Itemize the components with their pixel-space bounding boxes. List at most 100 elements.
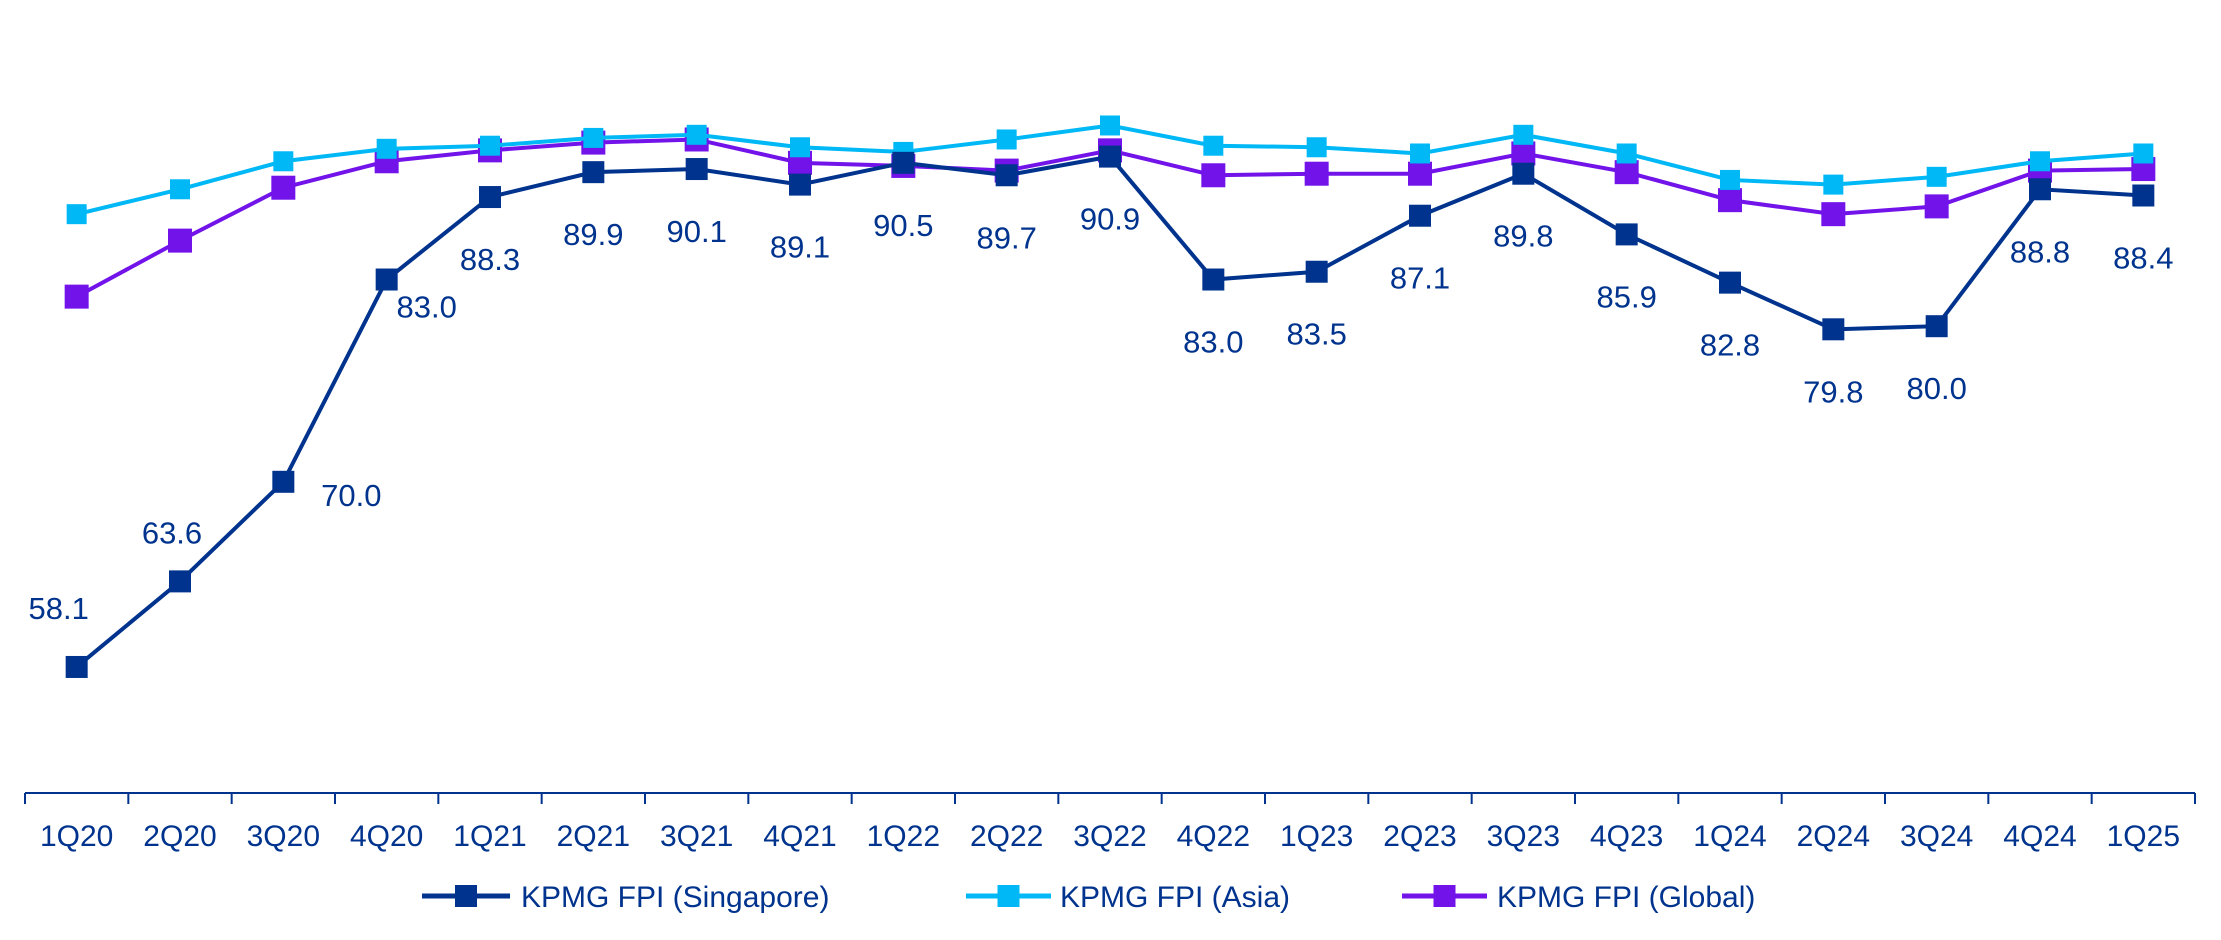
data-point-marker — [1926, 166, 1947, 187]
x-tick-label: 4Q20 — [350, 820, 423, 853]
data-point-marker — [1720, 169, 1740, 190]
x-tick-label: 2Q20 — [143, 820, 216, 853]
x-tick-label: 3Q20 — [247, 820, 320, 853]
data-point-marker — [271, 175, 296, 200]
legend-item: KPMG FPI (Asia) — [966, 881, 1290, 914]
x-tick-label: 1Q22 — [867, 820, 940, 853]
x-tick-label: 1Q21 — [453, 820, 526, 853]
data-point-marker — [1202, 268, 1225, 291]
data-point-marker — [1513, 124, 1534, 145]
legend-item: KPMG FPI (Global) — [1402, 881, 1755, 914]
x-tick-label: 3Q24 — [1900, 820, 1973, 853]
data-label: 89.1 — [770, 230, 830, 265]
x-tick-label: 2Q22 — [970, 820, 1043, 853]
x-tick-label: 1Q23 — [1280, 820, 1353, 853]
data-label: 58.1 — [28, 591, 88, 626]
data-label: 89.7 — [976, 220, 1036, 255]
series-lines — [64, 115, 2156, 678]
data-label: 88.3 — [460, 242, 520, 277]
legend-marker-icon — [997, 885, 1020, 907]
legend-marker-icon — [1433, 885, 1456, 907]
legend: KPMG FPI (Singapore) KPMG FPI (Asia) KPMG … — [422, 881, 1755, 914]
x-tick-label: 1Q24 — [1693, 820, 1766, 853]
data-point-marker — [892, 151, 915, 174]
legend-item: KPMG FPI (Singapore) — [422, 881, 829, 914]
data-label: 88.4 — [2113, 240, 2173, 275]
data-point-marker — [996, 129, 1017, 150]
data-point-marker — [582, 161, 605, 184]
data-point-marker — [1304, 161, 1329, 186]
data-labels: 58.163.670.083.088.389.9 90.1 89.190.5 89.7… — [28, 202, 2173, 626]
data-point-marker — [2030, 151, 2050, 172]
data-point-marker — [1100, 115, 1120, 136]
data-point-marker — [686, 124, 707, 145]
data-point-marker — [2133, 143, 2154, 164]
data-point-marker — [480, 135, 500, 156]
data-point-marker — [1201, 163, 1226, 188]
data-point-marker — [272, 470, 295, 493]
data-point-marker — [1925, 315, 1948, 338]
x-tick-label: 3Q23 — [1487, 820, 1560, 853]
data-point-marker — [1718, 188, 1742, 213]
legend-marker-icon — [455, 885, 477, 907]
x-tick-label: 4Q21 — [763, 820, 836, 853]
data-label: 83.5 — [1286, 317, 1346, 352]
x-tick-label: 1Q20 — [40, 820, 113, 853]
data-point-marker — [1512, 162, 1535, 185]
data-point-marker — [1822, 318, 1845, 341]
data-point-marker — [790, 137, 810, 158]
data-point-marker — [995, 164, 1018, 187]
data-point-marker — [169, 570, 191, 593]
data-label: 79.8 — [1803, 374, 1863, 409]
data-point-marker — [168, 228, 192, 253]
legend-label: KPMG FPI (Singapore) — [521, 881, 829, 914]
data-point-marker — [170, 179, 190, 200]
data-label: 88.8 — [2010, 234, 2070, 269]
data-point-marker — [1616, 143, 1637, 164]
data-label: 83.0 — [396, 290, 456, 325]
data-label: 90.5 — [873, 208, 933, 243]
x-tick-label: 4Q23 — [1590, 820, 1663, 853]
data-point-marker — [375, 268, 398, 291]
x-tick-label: 2Q21 — [557, 820, 630, 853]
data-point-marker — [1719, 271, 1741, 294]
data-point-marker — [2132, 184, 2155, 207]
data-label: 70.0 — [321, 478, 381, 513]
data-point-marker — [1821, 202, 1846, 227]
data-point-marker — [1614, 160, 1639, 185]
data-label: 82.8 — [1700, 328, 1760, 363]
x-tick-label: 4Q22 — [1177, 820, 1250, 853]
data-label: 89.8 — [1493, 219, 1553, 254]
data-point-marker — [479, 186, 501, 209]
x-tick-label: 2Q23 — [1383, 820, 1456, 853]
data-point-marker — [1615, 223, 1638, 246]
data-point-marker — [1823, 174, 1844, 195]
data-point-marker — [1511, 141, 1536, 166]
legend-label: KPMG FPI (Asia) — [1060, 881, 1290, 914]
data-label: 90.1 — [666, 214, 726, 249]
x-tick-label: 3Q21 — [660, 820, 733, 853]
data-point-marker — [273, 151, 294, 172]
data-label: 63.6 — [142, 515, 202, 550]
x-tick-label: 3Q22 — [1073, 820, 1146, 853]
data-point-marker — [66, 204, 87, 225]
data-point-marker — [1409, 204, 1431, 227]
data-point-marker — [1408, 161, 1432, 186]
data-label: 83.0 — [1183, 325, 1243, 360]
x-tick-label: 1Q25 — [2107, 820, 2180, 853]
data-label: 80.0 — [1906, 371, 1966, 406]
data-point-marker — [1203, 135, 1224, 156]
legend-label: KPMG FPI (Global) — [1497, 881, 1755, 914]
data-point-marker — [1924, 194, 1949, 219]
data-point-marker — [789, 173, 811, 196]
data-label: 90.9 — [1080, 202, 1140, 237]
x-tick-label: 2Q24 — [1797, 820, 1870, 853]
x-axis: 1Q20 2Q20 3Q20 4Q20 1Q21 2Q21 3Q21 4Q21 1Q22 2Q22… — [24, 792, 2196, 853]
data-point-marker — [376, 138, 397, 159]
data-label: 89.9 — [563, 217, 623, 252]
data-point-marker — [1410, 143, 1430, 164]
data-point-marker — [65, 655, 88, 678]
data-point-marker — [64, 284, 89, 309]
data-label: 85.9 — [1596, 279, 1656, 314]
